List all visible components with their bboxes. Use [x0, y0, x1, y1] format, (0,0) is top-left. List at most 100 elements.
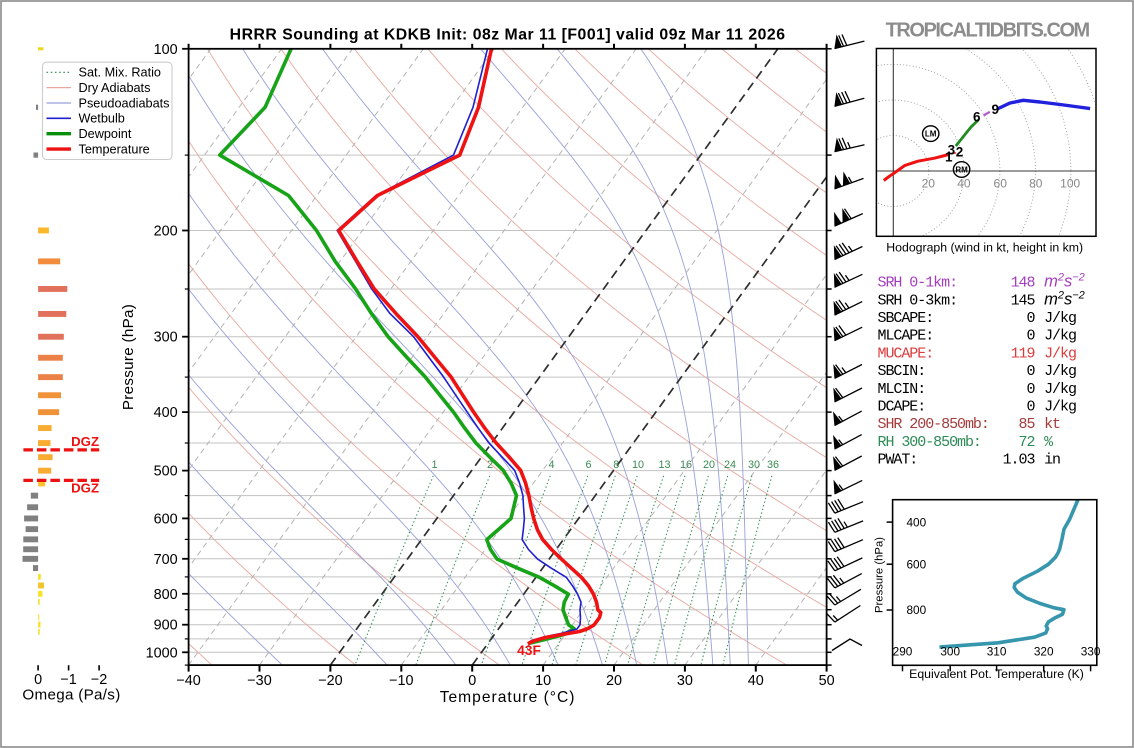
svg-text:−20: −20: [318, 673, 342, 689]
svg-text:0: 0: [1027, 363, 1036, 380]
svg-text:−10: −10: [389, 673, 413, 689]
svg-text:J/kg: J/kg: [1044, 345, 1076, 362]
svg-text:0: 0: [468, 673, 476, 689]
svg-text:1: 1: [945, 149, 953, 164]
svg-text:148: 148: [1011, 275, 1036, 292]
svg-text:RM: RM: [955, 165, 968, 174]
svg-text:SBCAPE:: SBCAPE:: [878, 310, 934, 327]
svg-text:900: 900: [154, 618, 178, 634]
svg-text:DCAPE:: DCAPE:: [878, 399, 926, 416]
svg-text:DGZ: DGZ: [71, 481, 99, 496]
svg-text:in: in: [1044, 452, 1060, 469]
svg-text:20: 20: [606, 673, 622, 689]
svg-text:Hodograph (wind in kt, height: Hodograph (wind in kt, height in km): [886, 240, 1083, 254]
svg-text:J/kg: J/kg: [1044, 310, 1076, 327]
svg-text:SRH 0-3km:: SRH 0-3km:: [878, 292, 958, 309]
svg-text:500: 500: [154, 464, 178, 480]
svg-text:13: 13: [658, 459, 670, 471]
svg-text:J/kg: J/kg: [1044, 363, 1076, 380]
svg-text:9: 9: [992, 102, 1000, 117]
svg-text:700: 700: [154, 552, 178, 568]
svg-text:0: 0: [1027, 310, 1036, 327]
svg-text:RH 300-850mb:: RH 300-850mb:: [878, 434, 981, 451]
svg-text:290: 290: [893, 644, 913, 658]
svg-text:0: 0: [1027, 328, 1036, 345]
svg-text:80: 80: [1029, 177, 1043, 191]
svg-text:24: 24: [724, 459, 736, 471]
svg-text:0: 0: [1027, 399, 1036, 416]
svg-text:SHR 200-850mb:: SHR 200-850mb:: [878, 416, 989, 433]
svg-text:10: 10: [632, 459, 644, 471]
svg-text:1000: 1000: [146, 645, 178, 661]
svg-text:−1: −1: [60, 672, 76, 688]
svg-text:kt: kt: [1044, 416, 1060, 433]
svg-text:0: 0: [1027, 381, 1036, 398]
svg-text:1.03: 1.03: [1003, 452, 1036, 469]
svg-text:20: 20: [703, 459, 715, 471]
svg-text:LM: LM: [925, 129, 937, 138]
svg-text:200: 200: [154, 224, 178, 240]
svg-text:−2: −2: [91, 672, 107, 688]
svg-text:600: 600: [907, 557, 927, 571]
svg-text:Temperature (°C): Temperature (°C): [440, 689, 576, 706]
svg-text:Temperature: Temperature: [79, 142, 150, 156]
svg-text:−30: −30: [247, 673, 271, 689]
svg-text:20: 20: [922, 177, 936, 191]
svg-text:SBCIN:: SBCIN:: [878, 363, 926, 380]
svg-text:HRRR Sounding at KDKB Init: 08: HRRR Sounding at KDKB Init: 08z Mar 11 […: [230, 27, 786, 44]
svg-text:50: 50: [819, 673, 835, 689]
svg-text:2: 2: [487, 459, 493, 471]
svg-text:16: 16: [680, 459, 692, 471]
svg-text:Pressure (hPa): Pressure (hPa): [874, 537, 886, 613]
svg-text:0: 0: [34, 672, 42, 688]
svg-text:300: 300: [154, 330, 178, 346]
svg-text:43F: 43F: [517, 643, 541, 658]
svg-text:330: 330: [1081, 644, 1101, 658]
svg-text:MUCAPE:: MUCAPE:: [878, 345, 934, 362]
svg-text:6: 6: [973, 109, 981, 124]
svg-text:6: 6: [585, 459, 591, 471]
svg-text:Sat. Mix. Ratio: Sat. Mix. Ratio: [79, 66, 162, 80]
svg-text:400: 400: [154, 405, 178, 421]
svg-text:Equivalent Pot. Temperature (K: Equivalent Pot. Temperature (K): [909, 667, 1084, 681]
svg-text:30: 30: [677, 673, 693, 689]
svg-text:Dry Adiabats: Dry Adiabats: [79, 81, 151, 95]
svg-text:145: 145: [1011, 292, 1036, 309]
svg-text:J/kg: J/kg: [1044, 399, 1076, 416]
svg-text:10: 10: [535, 673, 551, 689]
svg-text:72: 72: [1019, 434, 1035, 451]
svg-text:3: 3: [948, 142, 956, 157]
svg-text:119: 119: [1011, 345, 1035, 362]
svg-text:−40: −40: [176, 673, 200, 689]
svg-text:600: 600: [154, 511, 178, 527]
svg-text:SRH 0-1km:: SRH 0-1km:: [878, 275, 958, 292]
svg-text:320: 320: [1034, 644, 1054, 658]
svg-text:800: 800: [154, 587, 178, 603]
svg-text:Omega (Pa/s): Omega (Pa/s): [22, 687, 120, 704]
svg-text:300: 300: [940, 644, 960, 658]
svg-text:36: 36: [767, 459, 779, 471]
svg-text:Dewpoint: Dewpoint: [79, 127, 132, 141]
svg-text:MLCAPE:: MLCAPE:: [878, 328, 934, 345]
svg-text:Wetbulb: Wetbulb: [79, 112, 125, 126]
svg-text:8: 8: [613, 459, 619, 471]
svg-text:1: 1: [431, 459, 437, 471]
svg-text:40: 40: [957, 177, 971, 191]
svg-text:400: 400: [907, 515, 927, 529]
svg-text:2: 2: [956, 145, 964, 160]
svg-text:Pressure (hPa): Pressure (hPa): [120, 304, 137, 410]
svg-text:100: 100: [1060, 177, 1080, 191]
svg-text:Pseudoadiabats: Pseudoadiabats: [79, 96, 170, 110]
svg-text:40: 40: [748, 673, 764, 689]
svg-text:310: 310: [987, 644, 1007, 658]
svg-text:100: 100: [154, 42, 178, 58]
svg-text:60: 60: [994, 177, 1008, 191]
svg-text:PWAT:: PWAT:: [878, 452, 918, 469]
svg-text:%: %: [1044, 434, 1054, 451]
svg-text:J/kg: J/kg: [1044, 328, 1076, 345]
svg-text:85: 85: [1019, 416, 1036, 433]
svg-text:TROPICALTIDBITS.COM: TROPICALTIDBITS.COM: [886, 19, 1090, 41]
svg-text:800: 800: [907, 603, 927, 617]
svg-text:DGZ: DGZ: [71, 434, 99, 449]
svg-text:J/kg: J/kg: [1044, 381, 1076, 398]
